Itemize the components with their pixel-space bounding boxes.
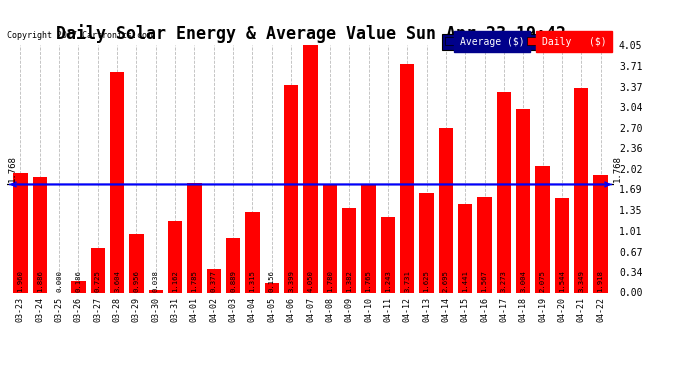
- Bar: [535, 166, 550, 292]
- Text: 2.695: 2.695: [443, 270, 449, 292]
- Bar: [303, 45, 318, 292]
- Text: 1.243: 1.243: [385, 270, 391, 292]
- Bar: [497, 93, 511, 292]
- Text: 0.889: 0.889: [230, 270, 236, 292]
- Bar: [420, 193, 434, 292]
- Bar: [477, 197, 492, 292]
- Bar: [574, 88, 589, 292]
- Bar: [71, 281, 86, 292]
- Text: 3.604: 3.604: [114, 270, 120, 292]
- Bar: [593, 175, 608, 292]
- Text: 1.960: 1.960: [17, 270, 23, 292]
- Text: 3.273: 3.273: [501, 270, 507, 292]
- Text: 1.315: 1.315: [250, 270, 255, 292]
- Text: 1.768: 1.768: [613, 155, 622, 182]
- Text: 1.441: 1.441: [462, 270, 469, 292]
- Text: 1.886: 1.886: [37, 270, 43, 292]
- Text: 3.004: 3.004: [520, 270, 526, 292]
- Text: 1.162: 1.162: [172, 270, 178, 292]
- Text: 1.918: 1.918: [598, 270, 604, 292]
- Text: Copyright 2017 Cartronics.com: Copyright 2017 Cartronics.com: [7, 31, 152, 40]
- Text: 3.399: 3.399: [288, 270, 294, 292]
- Legend: Average ($), Daily   ($): Average ($), Daily ($): [442, 34, 609, 50]
- Bar: [264, 283, 279, 292]
- Bar: [187, 183, 201, 292]
- Text: 1.768: 1.768: [8, 155, 17, 182]
- Bar: [32, 177, 47, 292]
- Bar: [90, 248, 105, 292]
- Bar: [206, 270, 221, 292]
- Bar: [362, 184, 376, 292]
- Title: Daily Solar Energy & Average Value Sun Apr 23 19:42: Daily Solar Energy & Average Value Sun A…: [55, 24, 566, 44]
- Text: 2.075: 2.075: [540, 270, 546, 292]
- Bar: [555, 198, 569, 292]
- Text: 1.567: 1.567: [482, 270, 488, 292]
- Bar: [342, 208, 357, 292]
- Text: 1.780: 1.780: [327, 270, 333, 292]
- Text: 0.038: 0.038: [152, 270, 159, 292]
- Text: 3.731: 3.731: [404, 270, 410, 292]
- Text: 3.349: 3.349: [578, 270, 584, 292]
- Text: 1.625: 1.625: [424, 270, 430, 292]
- Bar: [284, 85, 298, 292]
- Text: 1.544: 1.544: [559, 270, 565, 292]
- Text: 1.382: 1.382: [346, 270, 352, 292]
- Bar: [400, 64, 415, 292]
- Bar: [110, 72, 124, 292]
- Text: 0.725: 0.725: [95, 270, 101, 292]
- Text: 0.377: 0.377: [211, 270, 217, 292]
- Text: 0.000: 0.000: [56, 270, 62, 292]
- Bar: [13, 173, 28, 292]
- Bar: [439, 128, 453, 292]
- Bar: [168, 222, 182, 292]
- Bar: [226, 238, 240, 292]
- Bar: [381, 216, 395, 292]
- Text: 1.765: 1.765: [366, 270, 371, 292]
- Bar: [129, 234, 144, 292]
- Bar: [516, 109, 531, 292]
- Text: 0.956: 0.956: [133, 270, 139, 292]
- Text: 4.050: 4.050: [308, 270, 313, 292]
- Bar: [323, 184, 337, 292]
- Text: 1.785: 1.785: [191, 270, 197, 292]
- Bar: [245, 212, 259, 292]
- Bar: [458, 204, 473, 292]
- Text: 0.156: 0.156: [269, 270, 275, 292]
- Text: 0.186: 0.186: [75, 270, 81, 292]
- Bar: [148, 290, 163, 292]
